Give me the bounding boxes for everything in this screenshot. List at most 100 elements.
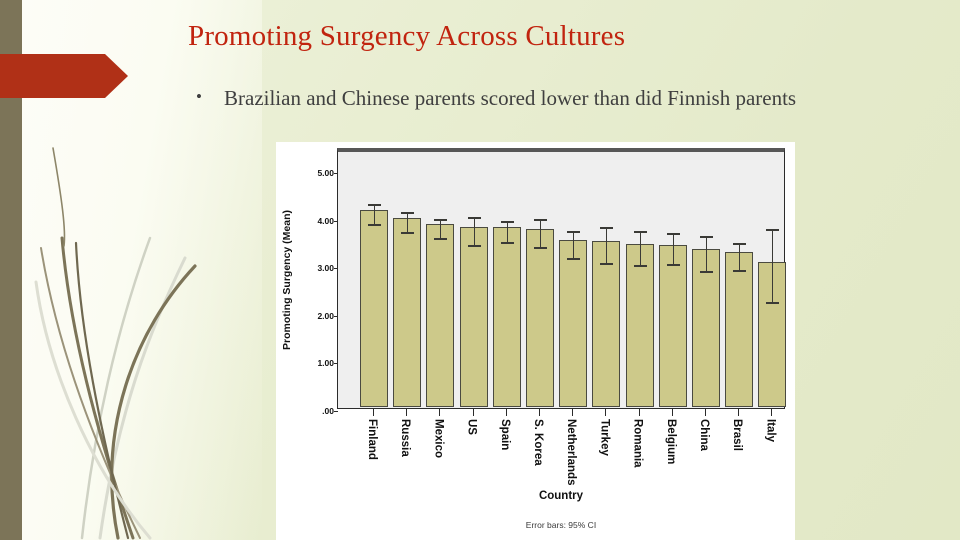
error-bar xyxy=(639,230,641,265)
y-axis-tick-label: 4.00 xyxy=(317,215,334,226)
error-bar xyxy=(672,233,674,264)
x-axis-tick-label: China xyxy=(698,419,710,451)
x-axis-tick-label: Netherlands xyxy=(565,419,578,486)
bar xyxy=(393,217,422,407)
x-axis-tick-mark xyxy=(406,409,408,416)
plot-area: .00 1.00 2.00 3.00 4.00 5.00 xyxy=(317,148,787,416)
error-bar-cap-upper xyxy=(567,230,581,233)
decorative-artwork xyxy=(0,0,300,540)
error-bar-cap-lower xyxy=(434,238,448,241)
x-axis-tick-mark xyxy=(705,409,706,416)
x-axis-tick-label: Turkey xyxy=(598,419,611,456)
bullet-list: • Brazilian and Chinese parents scored l… xyxy=(196,84,856,114)
y-axis-tick-label: .00 xyxy=(322,406,334,416)
x-axis-tick-label: Finland xyxy=(366,419,378,460)
x-axis-tick-label: Brasil xyxy=(731,419,744,451)
y-axis-label: Promoting Surgency (Mean) xyxy=(281,210,293,351)
error-bar xyxy=(540,218,541,248)
bar xyxy=(725,252,754,407)
error-bar-cap-upper xyxy=(766,229,780,232)
x-axis-tick-label: Italy xyxy=(764,419,777,443)
x-axis-tick-label: Mexico xyxy=(432,419,445,458)
y-axis-tick-mark xyxy=(334,173,338,175)
y-axis-tick-mark xyxy=(334,268,338,270)
x-axis-tick-label: Belgium xyxy=(664,419,677,465)
x-axis-tick-mark xyxy=(771,409,773,416)
error-bar-cap-upper xyxy=(666,233,680,236)
y-axis-tick-mark xyxy=(334,315,338,317)
bar xyxy=(459,227,488,407)
error-bar xyxy=(374,203,375,224)
x-axis-tick-label: Romania xyxy=(631,419,644,468)
error-bar-cap-upper xyxy=(633,230,647,233)
error-bar-cap-lower xyxy=(733,269,747,272)
x-axis-tick-mark xyxy=(605,409,607,416)
bar xyxy=(625,243,654,407)
x-axis-tick-label: Russia xyxy=(399,419,412,457)
y-axis-tick-label: 1.00 xyxy=(317,358,334,369)
y-axis-tick-mark xyxy=(334,363,338,365)
error-bar xyxy=(506,220,508,242)
error-bar-cap-upper xyxy=(434,218,448,221)
error-bar-cap-upper xyxy=(368,203,381,206)
y-axis-tick-label: 2.00 xyxy=(317,310,334,321)
bar xyxy=(426,224,455,407)
x-axis-label: Country xyxy=(538,490,584,502)
error-bar-note: Error bars: 95% CI xyxy=(525,520,597,530)
grass-strokes-graphic xyxy=(34,147,197,540)
error-bar xyxy=(473,217,475,245)
error-bar-cap-upper xyxy=(401,211,415,214)
bar xyxy=(658,244,687,407)
x-axis-tick-mark xyxy=(638,409,640,416)
bar xyxy=(559,240,588,407)
x-axis-tick-mark xyxy=(738,409,740,416)
left-accent-bar xyxy=(0,0,22,540)
error-bar xyxy=(407,211,409,232)
x-axis-tick-mark xyxy=(373,409,374,416)
error-bar-cap-upper xyxy=(467,217,481,220)
error-bar-cap-upper xyxy=(700,236,713,239)
x-axis-tick-label: Spain xyxy=(498,419,511,451)
x-axis-tick-label: S. Korea xyxy=(532,419,544,466)
error-bar xyxy=(706,236,707,271)
x-axis-tick-mark xyxy=(671,409,673,416)
error-bar-cap-lower xyxy=(633,264,647,267)
bar xyxy=(526,229,554,407)
y-axis-tick-label: 5.00 xyxy=(317,168,334,179)
error-bar-cap-upper xyxy=(600,227,614,230)
chart-panel: Promoting Surgency (Mean) .00 1.00 2.00 3.0… xyxy=(276,142,795,540)
error-bar xyxy=(772,229,774,303)
error-bar-cap-upper xyxy=(534,218,547,221)
x-axis-tick-mark xyxy=(572,409,574,416)
red-arrow-banner xyxy=(0,54,128,98)
error-bar xyxy=(573,230,575,259)
error-bar-cap-lower xyxy=(467,244,481,247)
y-axis-tick-mark xyxy=(334,411,338,412)
x-axis-tick-mark xyxy=(472,409,474,416)
error-bar-cap-lower xyxy=(700,270,713,273)
page-title: Promoting Surgency Across Cultures xyxy=(188,20,626,52)
error-bar xyxy=(739,242,741,270)
error-bar-cap-lower xyxy=(600,263,614,266)
error-bar-cap-upper xyxy=(500,220,514,223)
y-axis-tick-label: 3.00 xyxy=(317,263,334,274)
error-bar-cap-lower xyxy=(666,263,680,266)
bullet-marker: • xyxy=(196,87,202,106)
error-bar-cap-lower xyxy=(401,231,415,234)
bullet-item-text: Brazilian and Chinese parents scored low… xyxy=(224,86,797,110)
bar xyxy=(360,209,388,407)
error-bar-cap-lower xyxy=(534,247,547,250)
error-bar xyxy=(440,218,442,239)
error-bar-cap-lower xyxy=(766,302,780,305)
bar xyxy=(692,249,720,407)
y-axis-tick-mark xyxy=(334,220,338,222)
error-bar-cap-lower xyxy=(500,241,514,244)
error-bar-cap-lower xyxy=(368,223,381,226)
bar xyxy=(492,227,521,407)
x-axis-tick-mark xyxy=(539,409,540,416)
bar xyxy=(592,241,621,407)
error-bar-cap-upper xyxy=(733,242,747,245)
x-axis-tick-mark xyxy=(439,409,441,416)
error-bar xyxy=(606,227,608,264)
x-axis-tick-label: US xyxy=(465,419,478,435)
